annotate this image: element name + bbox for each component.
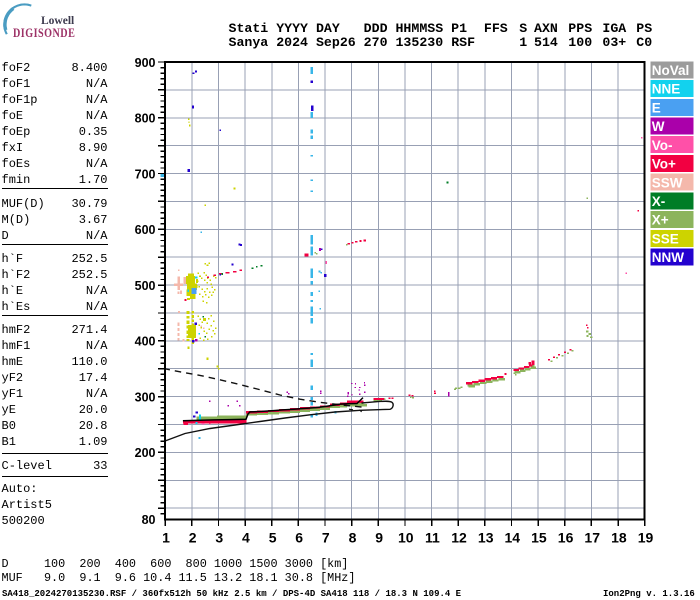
svg-text:12: 12 — [451, 530, 467, 546]
svg-text:W: W — [652, 119, 665, 134]
svg-text:16: 16 — [558, 530, 574, 546]
svg-text:8: 8 — [349, 530, 357, 546]
svg-text:15: 15 — [531, 530, 547, 546]
svg-text:9: 9 — [375, 530, 383, 546]
svg-text:500: 500 — [135, 279, 156, 293]
svg-text:1: 1 — [162, 530, 170, 546]
svg-text:17: 17 — [584, 530, 600, 546]
svg-text:NoVal: NoVal — [652, 63, 690, 78]
svg-text:80: 80 — [142, 513, 156, 527]
svg-text:Vo-: Vo- — [652, 138, 673, 153]
svg-text:600: 600 — [135, 223, 156, 237]
svg-text:X-: X- — [652, 194, 666, 209]
svg-text:300: 300 — [135, 390, 156, 404]
svg-text:7: 7 — [322, 530, 330, 546]
svg-text:700: 700 — [135, 167, 156, 181]
svg-text:18: 18 — [611, 530, 627, 546]
svg-text:13: 13 — [478, 530, 494, 546]
svg-text:200: 200 — [135, 446, 156, 460]
svg-text:800: 800 — [135, 112, 156, 126]
svg-text:NNW: NNW — [652, 250, 684, 265]
svg-text:14: 14 — [505, 530, 521, 546]
svg-text:400: 400 — [135, 335, 156, 349]
svg-text:SSE: SSE — [652, 232, 679, 247]
svg-text:E: E — [652, 100, 661, 115]
svg-text:SSW: SSW — [652, 175, 683, 190]
svg-text:900: 900 — [135, 56, 156, 70]
svg-text:6: 6 — [295, 530, 303, 546]
svg-text:11: 11 — [425, 530, 440, 546]
svg-text:10: 10 — [398, 530, 414, 546]
svg-text:X+: X+ — [652, 213, 669, 228]
svg-text:2: 2 — [189, 530, 197, 546]
svg-text:19: 19 — [638, 530, 654, 546]
svg-text:5: 5 — [269, 530, 277, 546]
svg-text:Vo+: Vo+ — [652, 157, 676, 172]
svg-text:3: 3 — [215, 530, 223, 546]
svg-text:4: 4 — [242, 530, 250, 546]
svg-text:NNE: NNE — [652, 82, 681, 97]
